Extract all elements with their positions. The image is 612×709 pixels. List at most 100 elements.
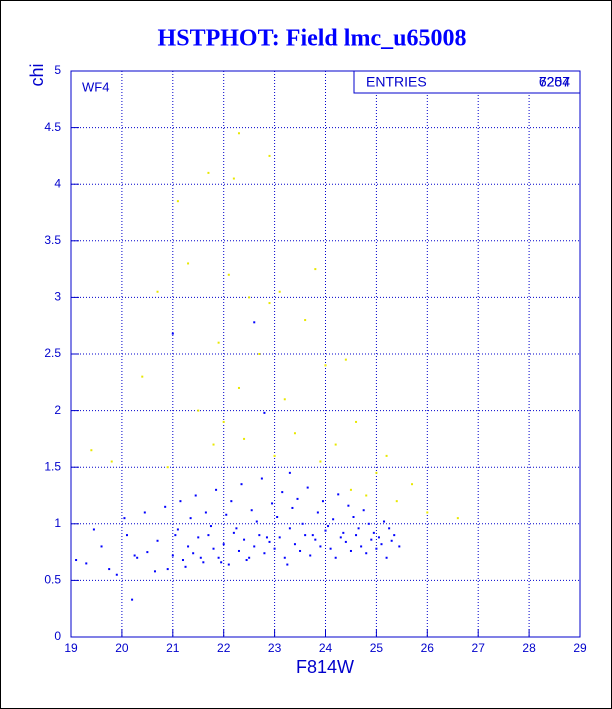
point	[192, 552, 195, 555]
x-tick-label: 19	[64, 641, 78, 655]
point	[209, 525, 212, 528]
x-tick-label: 26	[421, 641, 435, 655]
point	[357, 527, 360, 530]
point	[133, 554, 136, 557]
point	[215, 488, 218, 491]
point	[207, 534, 210, 537]
point	[189, 517, 192, 520]
point	[235, 527, 238, 530]
point	[199, 556, 202, 559]
point	[365, 552, 368, 555]
x-tick-label: 29	[573, 641, 587, 655]
point	[217, 341, 220, 344]
point	[265, 536, 268, 539]
point	[248, 556, 251, 559]
point	[314, 268, 317, 271]
panel-label: WF4	[82, 79, 109, 94]
point	[108, 568, 111, 571]
point	[187, 545, 190, 548]
point	[248, 296, 251, 299]
y-tick-label: 0	[54, 629, 61, 643]
point	[293, 543, 296, 546]
y-axis-label: chi	[27, 63, 47, 86]
point	[202, 561, 205, 564]
point	[268, 154, 271, 157]
x-tick-label: 23	[268, 641, 282, 655]
point	[375, 547, 378, 550]
point	[75, 559, 78, 562]
point	[179, 500, 182, 503]
point	[342, 531, 345, 534]
point	[263, 552, 266, 555]
point	[171, 554, 174, 557]
point	[143, 511, 146, 514]
y-tick-label: 3.5	[44, 233, 61, 247]
y-tick-label: 4.5	[44, 120, 61, 134]
point	[377, 536, 380, 539]
point	[385, 454, 388, 457]
point	[388, 527, 391, 530]
point	[380, 543, 383, 546]
point	[334, 556, 337, 559]
point	[164, 505, 167, 508]
x-tick-label: 24	[319, 641, 333, 655]
point	[217, 556, 220, 559]
x-tick-label: 21	[166, 641, 180, 655]
point	[273, 454, 276, 457]
x-axis-label: F814W	[296, 657, 354, 677]
point	[263, 411, 266, 414]
point	[370, 538, 373, 541]
point	[293, 432, 296, 435]
point	[227, 563, 230, 566]
point	[314, 538, 317, 541]
y-tick-label: 2.5	[44, 346, 61, 360]
point	[110, 460, 113, 463]
point	[395, 500, 398, 503]
stats-entries: 6204	[539, 74, 570, 90]
point	[278, 536, 281, 539]
point	[258, 353, 261, 355]
point	[304, 534, 307, 537]
point	[411, 483, 414, 486]
point	[204, 511, 207, 514]
point	[319, 460, 322, 463]
point	[286, 563, 289, 566]
point	[273, 547, 276, 550]
point	[309, 554, 312, 557]
point	[115, 573, 118, 576]
point	[258, 534, 261, 537]
point	[237, 132, 240, 135]
y-tick-label: 3	[54, 290, 61, 304]
point	[207, 171, 210, 174]
point	[243, 538, 246, 541]
point	[212, 443, 215, 446]
point	[321, 500, 324, 503]
point	[383, 520, 386, 523]
point	[174, 534, 177, 537]
point	[212, 547, 215, 550]
point	[123, 517, 126, 520]
point	[255, 520, 258, 523]
point	[276, 516, 279, 519]
point	[100, 545, 103, 548]
point	[268, 540, 271, 543]
point	[156, 539, 159, 542]
point	[426, 511, 429, 514]
point	[375, 471, 378, 474]
point	[301, 522, 304, 525]
x-tick-label: 22	[217, 641, 231, 655]
point	[365, 494, 368, 497]
point	[222, 420, 225, 423]
point	[156, 290, 159, 293]
point	[360, 545, 363, 548]
x-tick-label: 27	[472, 641, 486, 655]
point	[245, 559, 248, 562]
point	[311, 534, 314, 537]
point	[355, 420, 358, 423]
point	[166, 568, 169, 571]
point	[355, 534, 358, 537]
point	[171, 332, 174, 335]
point	[85, 562, 88, 565]
point	[220, 561, 223, 564]
point	[288, 471, 291, 474]
